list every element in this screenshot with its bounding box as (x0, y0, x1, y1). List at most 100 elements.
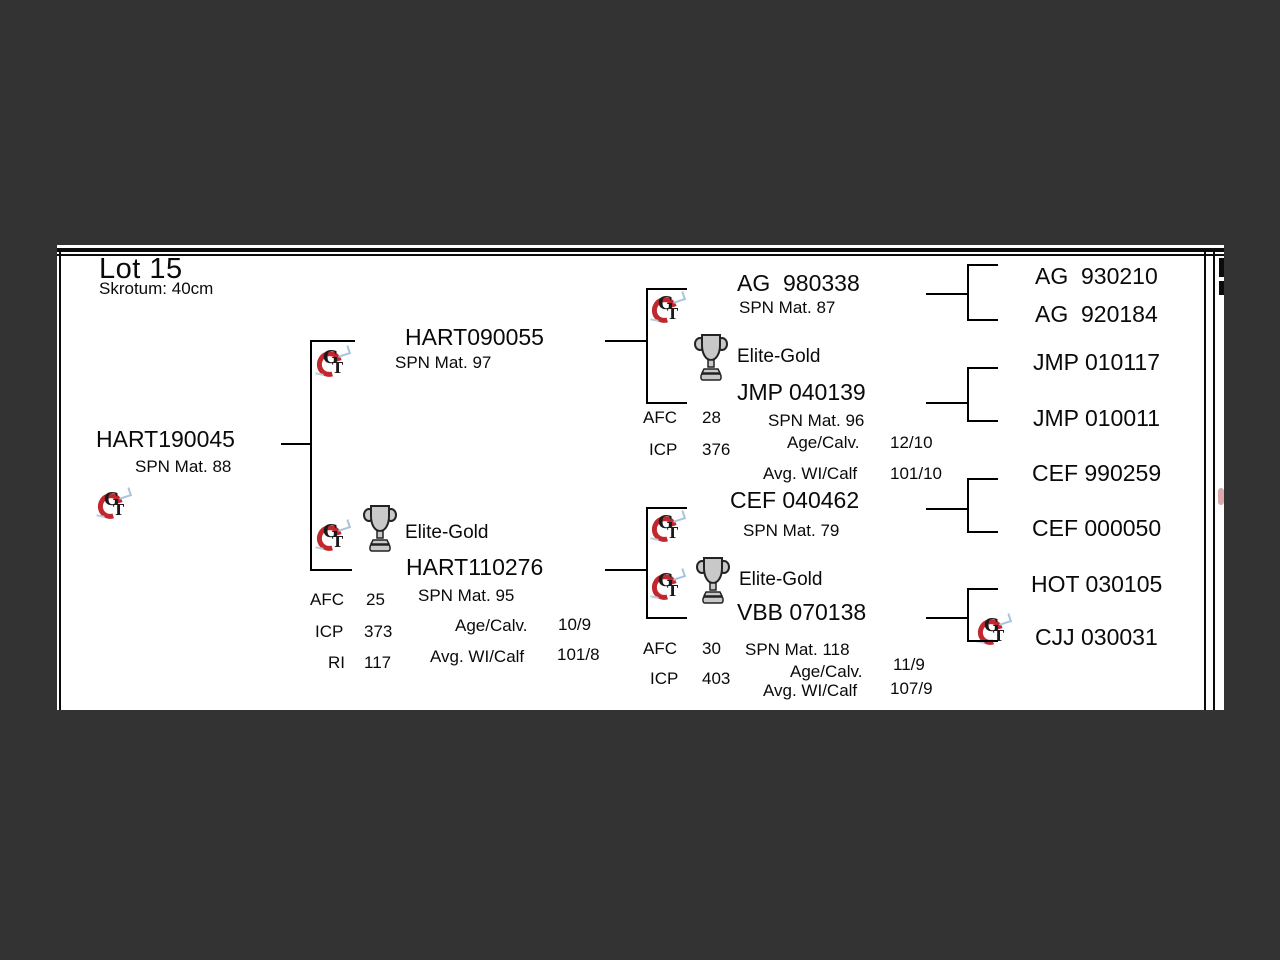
tree-connector-line (646, 288, 687, 290)
trophy-icon (363, 505, 397, 552)
tree-bracket-line (967, 588, 969, 642)
page-right-border (1204, 248, 1206, 710)
tree-connector-line (967, 588, 998, 590)
icp-label: ICP (315, 622, 344, 641)
parent-top-spn: SPN Mat. 97 (395, 353, 492, 372)
tree-connector-line (646, 402, 687, 404)
next-page-text-fragment (1219, 281, 1224, 295)
icp-value: 373 (364, 622, 393, 641)
ggp-name: JMP 010011 (1033, 405, 1161, 431)
page-top-rule-thick (57, 248, 1224, 252)
tree-connector-line (926, 508, 969, 510)
tree-connector-line (926, 402, 969, 404)
avg-wi-value: 107/9 (890, 679, 933, 698)
avg-wi-label: Avg. WI/Calf (763, 681, 858, 700)
gp-top-b-spn: SPN Mat. 96 (768, 411, 865, 430)
tree-connector-line (967, 264, 998, 266)
afc-label: AFC (643, 408, 677, 427)
page-left-border (59, 248, 61, 710)
icp-value: 403 (702, 669, 731, 688)
tree-connector-line (926, 293, 969, 295)
avg-wi-label: Avg. WI/Calf (763, 464, 858, 483)
tree-connector-line (281, 443, 312, 445)
afc-value: 25 (366, 590, 385, 609)
next-page-left-border (1213, 248, 1215, 710)
gp-top-b-name: JMP 040139 (737, 379, 866, 405)
tree-connector-line (926, 617, 969, 619)
ggp-name: CEF 990259 (1032, 460, 1162, 486)
tree-connector-line (967, 367, 998, 369)
catalog-page: Lot 15 Skrotum: 40cm HART190045 SPN Mat.… (57, 245, 1224, 710)
tree-connector-line (967, 319, 998, 321)
afc-label: AFC (310, 590, 344, 609)
icp-value: 376 (702, 440, 731, 459)
ggp-name: CJJ 030031 (1035, 624, 1158, 650)
trophy-icon (696, 557, 730, 604)
ri-value: 117 (364, 653, 392, 672)
logo-sketch-mark (95, 514, 105, 522)
avg-wi-label: Avg. WI/Calf (430, 647, 525, 666)
gp-bottom-b-spn: SPN Mat. 118 (745, 640, 850, 659)
next-page-logo-fragment (1218, 488, 1224, 505)
tree-bracket-line (646, 507, 648, 619)
trophy-icon (694, 334, 728, 381)
parent-bottom-spn: SPN Mat. 95 (418, 586, 515, 605)
page-top-rule-thin (57, 254, 1224, 256)
age-calv-value: 11/9 (893, 655, 925, 674)
ri-label: RI (328, 653, 345, 672)
afc-label: AFC (643, 639, 677, 658)
subject-spn: SPN Mat. 88 (135, 457, 232, 476)
tree-connector-line (310, 340, 355, 342)
tree-connector-line (646, 617, 687, 619)
subject-name: HART190045 (96, 426, 235, 452)
parent-bottom-name: HART110276 (406, 554, 544, 580)
next-page-text-fragment (1219, 258, 1224, 277)
ggp-name: CEF 000050 (1032, 515, 1162, 541)
afc-value: 28 (702, 408, 721, 427)
tree-connector-line (646, 507, 687, 509)
tree-connector-line (967, 420, 998, 422)
age-calv-label: Age/Calv. (787, 433, 860, 452)
tree-connector-line (967, 640, 998, 642)
gp-top-b-award: Elite-Gold (737, 346, 821, 367)
tree-bracket-line (310, 340, 312, 571)
ggp-name: AG 920184 (1035, 301, 1158, 327)
tree-bracket-line (967, 478, 969, 533)
age-calv-label: Age/Calv. (455, 616, 528, 635)
age-calv-label: Age/Calv. (790, 662, 863, 681)
parent-bottom-award: Elite-Gold (405, 522, 489, 543)
tree-connector-line (967, 531, 998, 533)
avg-wi-value: 101/8 (557, 645, 600, 664)
ggp-name: AG 930210 (1035, 263, 1158, 289)
gp-bottom-a-spn: SPN Mat. 79 (743, 521, 840, 540)
afc-value: 30 (702, 639, 721, 658)
gp-bottom-b-award: Elite-Gold (739, 569, 823, 590)
gp-top-a-name: AG 980338 (737, 270, 860, 296)
icp-label: ICP (649, 440, 678, 459)
parent-top-name: HART090055 (405, 324, 544, 350)
tree-connector-line (310, 569, 352, 571)
ggp-name: JMP 010117 (1033, 349, 1161, 375)
lot-title: Lot 15 (99, 253, 183, 285)
tree-connector-line (605, 340, 648, 342)
gp-top-a-spn: SPN Mat. 87 (739, 298, 836, 317)
icp-label: ICP (650, 669, 679, 688)
avg-wi-value: 101/10 (890, 464, 942, 483)
tree-bracket-line (967, 367, 969, 422)
tree-bracket-line (967, 264, 969, 321)
tree-connector-line (967, 478, 998, 480)
gp-bottom-b-name: VBB 070138 (737, 599, 867, 625)
tree-bracket-line (646, 288, 648, 404)
tree-connector-line (605, 569, 648, 571)
ggp-name: HOT 030105 (1031, 571, 1163, 597)
scrotum-measure: Skrotum: 40cm (99, 279, 214, 298)
age-calv-value: 10/9 (558, 615, 592, 634)
